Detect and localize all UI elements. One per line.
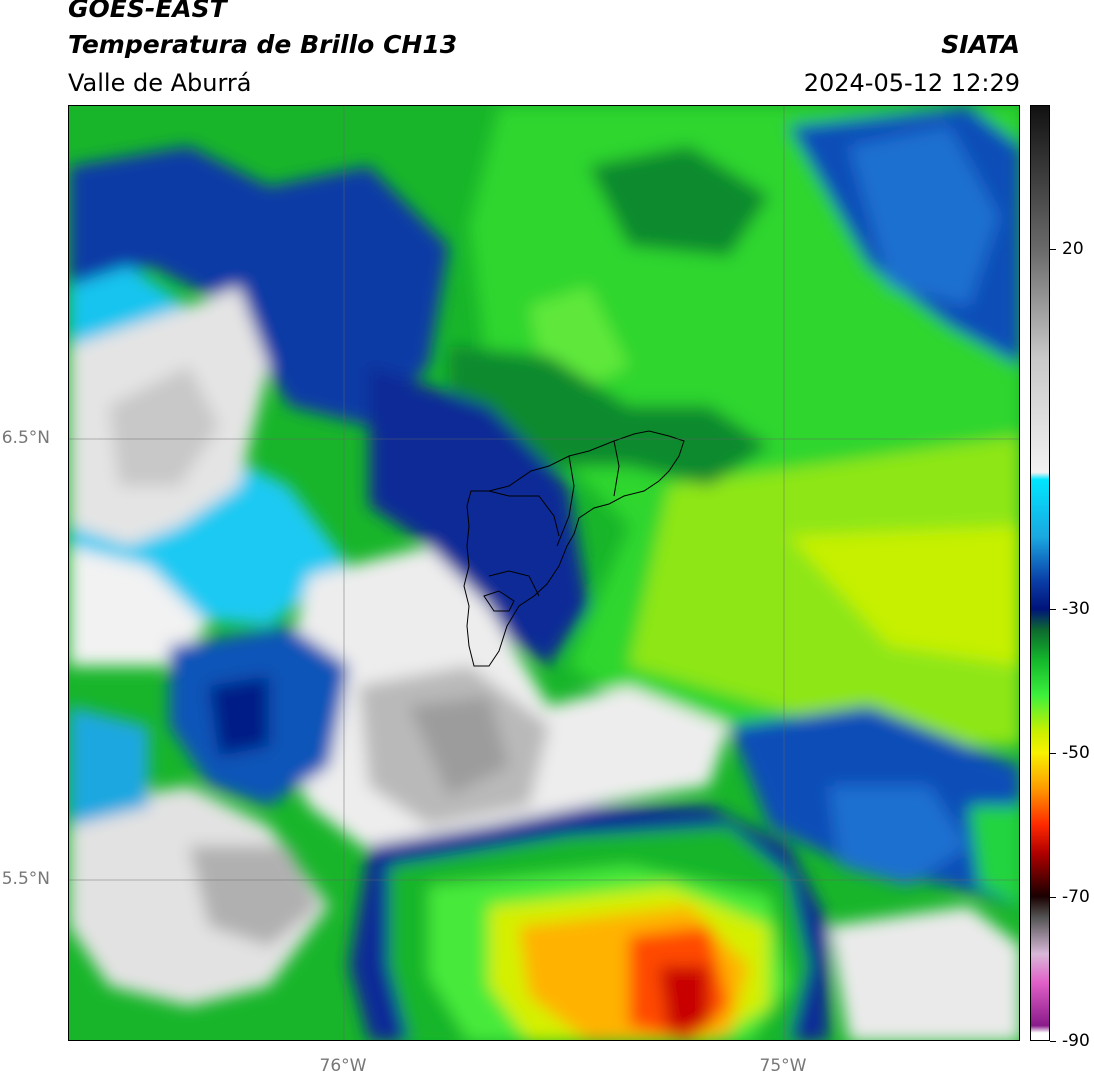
latitude-label-6-5: 6.5°N	[1, 428, 50, 448]
longitude-label-75w: 75°W	[759, 1056, 807, 1076]
colorbar-tick-mark	[1050, 897, 1056, 898]
gridlines	[69, 106, 1019, 1040]
region-label: Valle de Aburrá	[68, 69, 252, 97]
colorbar-tick-label: -50	[1062, 743, 1090, 763]
colorbar-tick-mark	[1050, 1041, 1056, 1042]
colorbar-tick-label: -90	[1062, 1031, 1090, 1051]
temperature-colorbar	[1030, 105, 1050, 1041]
product-title: Temperatura de Brillo CH13	[68, 30, 458, 59]
colorbar-tick-mark	[1050, 753, 1056, 754]
colorbar-tick-mark	[1050, 609, 1056, 610]
satellite-title: GOES-EAST	[68, 0, 227, 23]
colorbar-tick-label: -70	[1062, 887, 1090, 907]
brightness-temperature-map	[68, 105, 1020, 1041]
latitude-label-5-5: 5.5°N	[1, 869, 50, 889]
colorbar-tick-mark	[1050, 249, 1056, 250]
timestamp-label: 2024-05-12 12:29	[803, 69, 1020, 97]
colorbar-tick-label: -30	[1062, 599, 1090, 619]
organization-label: SIATA	[941, 30, 1020, 59]
aburra-valley-boundary	[463, 430, 685, 667]
colorbar-tick-label: 20	[1062, 239, 1084, 259]
longitude-label-76w: 76°W	[319, 1056, 367, 1076]
